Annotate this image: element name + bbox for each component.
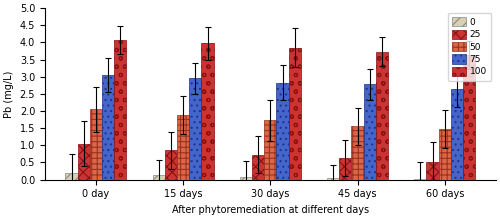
- Bar: [276, 83, 288, 180]
- Bar: [352, 126, 364, 180]
- Bar: [240, 177, 252, 180]
- Bar: [288, 48, 301, 180]
- Bar: [177, 115, 190, 180]
- Bar: [102, 75, 115, 180]
- Bar: [114, 40, 126, 180]
- Bar: [414, 179, 426, 180]
- Bar: [264, 120, 276, 180]
- Bar: [451, 89, 463, 180]
- Bar: [90, 109, 102, 180]
- Bar: [190, 78, 202, 180]
- Bar: [165, 150, 177, 180]
- Bar: [364, 84, 376, 180]
- Bar: [252, 155, 264, 180]
- Bar: [463, 55, 475, 180]
- Bar: [327, 178, 340, 180]
- Bar: [340, 158, 351, 180]
- Bar: [426, 162, 438, 180]
- Bar: [376, 52, 388, 180]
- Bar: [152, 175, 165, 180]
- Legend: 0, 25, 50, 75, 100: 0, 25, 50, 75, 100: [448, 13, 492, 81]
- Bar: [66, 173, 78, 180]
- Bar: [438, 129, 451, 180]
- Bar: [78, 144, 90, 180]
- Bar: [202, 44, 213, 180]
- Y-axis label: Pb (mg/L): Pb (mg/L): [4, 70, 14, 118]
- X-axis label: After phytoremediation at different days: After phytoremediation at different days: [172, 205, 369, 215]
